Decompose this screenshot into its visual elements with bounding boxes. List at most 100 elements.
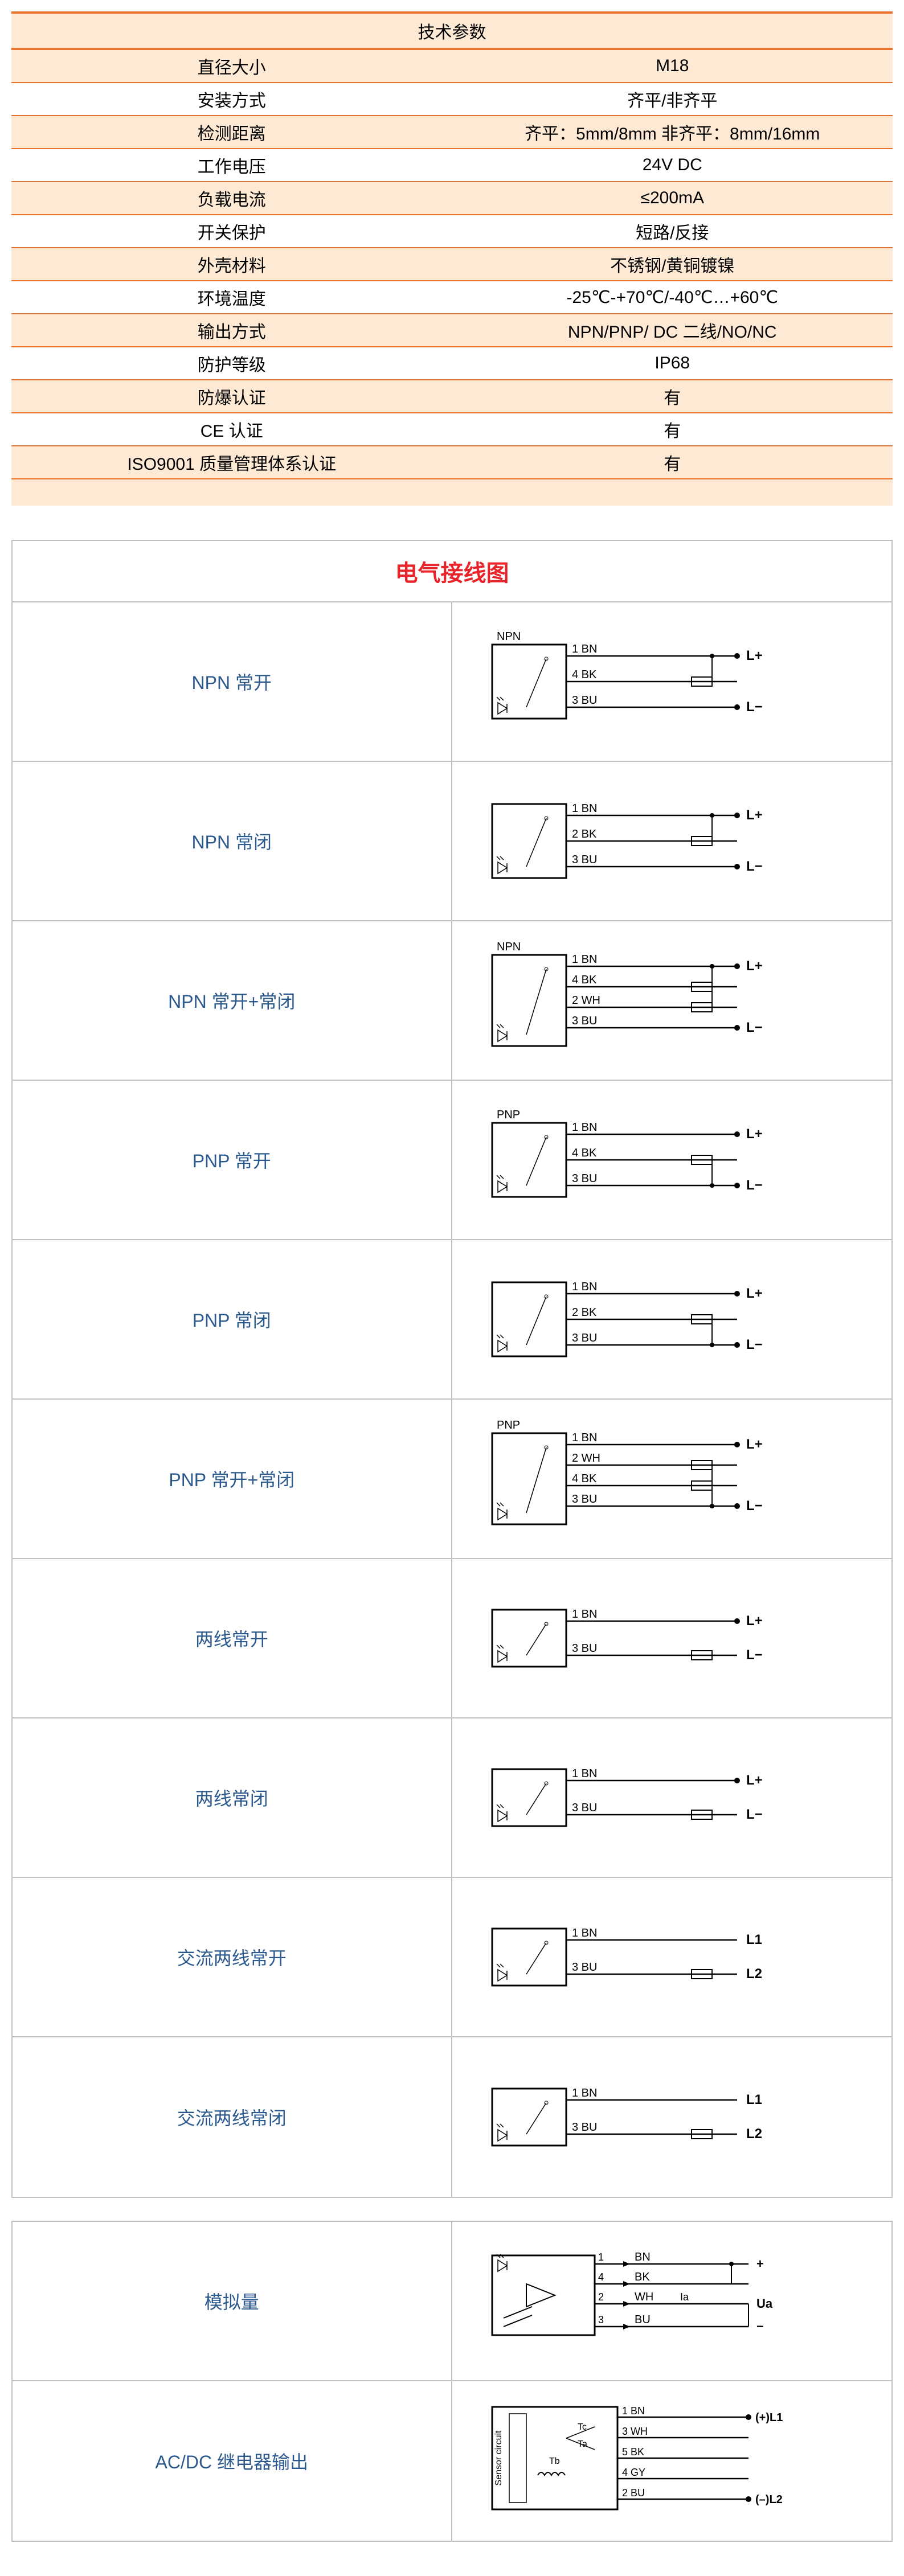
svg-text:3 BU: 3 BU xyxy=(572,1015,597,1027)
svg-text:3 BU: 3 BU xyxy=(572,2121,597,2134)
wiring-row: PNP 常开+常闭PNP 1 BNL+2 WH4 BK3 BUL− xyxy=(13,1400,891,1559)
spec-value: M18 xyxy=(452,49,893,83)
svg-text:(–)L2: (–)L2 xyxy=(755,2493,783,2506)
spec-label: ISO9001 质量管理体系认证 xyxy=(11,446,452,479)
spec-label: 安装方式 xyxy=(11,83,452,116)
spec-label: 直径大小 xyxy=(11,49,452,83)
svg-text:L−: L− xyxy=(746,1807,763,1822)
wiring-label: 模拟量 xyxy=(13,2222,452,2380)
spec-row: 开关保护短路/反接 xyxy=(11,215,893,248)
spec-label: CE 认证 xyxy=(11,413,452,446)
svg-text:Ta: Ta xyxy=(578,2439,587,2449)
spec-label: 开关保护 xyxy=(11,215,452,248)
svg-text:L−: L− xyxy=(746,699,763,715)
wiring-title: 电气接线图 xyxy=(13,541,891,602)
svg-text:2 BK: 2 BK xyxy=(572,1306,597,1319)
svg-text:1 BN: 1 BN xyxy=(572,1767,597,1780)
spec-value: 24V DC xyxy=(452,149,893,182)
wiring-label: 交流两线常闭 xyxy=(13,2037,452,2197)
wiring-label: PNP 常开 xyxy=(13,1081,452,1239)
wiring-diagram: 1 BNL13 BUL2 xyxy=(452,1878,892,2036)
wiring-diagram: 1 BNL+3 BUL− xyxy=(452,1559,892,1717)
svg-text:L−: L− xyxy=(746,1178,763,1193)
spec-label: 环境温度 xyxy=(11,281,452,314)
svg-text:L2: L2 xyxy=(746,1966,762,1982)
svg-text:L−: L− xyxy=(746,1337,763,1352)
wiring-row: NPN 常开 NPN 1 BNL+4 BK3 BUL− xyxy=(13,602,891,762)
svg-text:3 BU: 3 BU xyxy=(572,1332,597,1344)
wiring-diagram: PNP 1 BNL+2 WH4 BK3 BUL− xyxy=(452,1400,892,1558)
wiring-label: NPN 常开+常闭 xyxy=(13,921,452,1080)
svg-text:1 BN: 1 BN xyxy=(572,802,597,815)
wiring-diagram: 1 BNL+3 BUL− xyxy=(452,1718,892,1877)
svg-text:5 BK: 5 BK xyxy=(622,2446,644,2458)
spec-row: 安装方式齐平/非齐平 xyxy=(11,83,893,116)
spec-label: 输出方式 xyxy=(11,314,452,347)
wiring-label: PNP 常开+常闭 xyxy=(13,1400,452,1558)
svg-text:3: 3 xyxy=(598,2314,604,2325)
wiring-svg: 1 BNL+2 BK3 BUL− xyxy=(486,1265,783,1373)
svg-text:3 BU: 3 BU xyxy=(572,1493,597,1506)
spec-row: 防护等级IP68 xyxy=(11,347,893,380)
svg-text:3 BU: 3 BU xyxy=(572,1802,597,1814)
spec-row: CE 认证有 xyxy=(11,413,893,446)
spec-row: 环境温度-25℃-+70℃/-40℃…+60℃ xyxy=(11,281,893,314)
wiring-diagram: NPN 1 BNL+4 BK3 BUL− xyxy=(452,602,892,761)
svg-text:2: 2 xyxy=(598,2291,604,2303)
spec-value: 不锈钢/黄铜镀镍 xyxy=(452,248,893,281)
svg-text:4 BK: 4 BK xyxy=(572,974,597,986)
svg-text:L+: L+ xyxy=(746,1126,763,1142)
svg-text:4 BK: 4 BK xyxy=(572,1147,597,1159)
wiring-diagram: NPN 1 BNL+4 BK2 WH3 BUL− xyxy=(452,921,892,1080)
svg-text:3 BU: 3 BU xyxy=(572,1172,597,1185)
wiring-label: NPN 常闭 xyxy=(13,762,452,920)
wiring-svg: NPN 1 BNL+4 BK2 WH3 BUL− xyxy=(486,938,783,1063)
wiring-svg: Sensor circuitTcTaTb1 BN(+)L13 WH5 BK4 G… xyxy=(486,2395,817,2526)
spec-value: NPN/PNP/ DC 二线/NO/NC xyxy=(452,314,893,347)
svg-text:(+)L1: (+)L1 xyxy=(755,2411,783,2424)
spec-value: -25℃-+70℃/-40℃…+60℃ xyxy=(452,281,893,314)
wiring-diagram: 1 BNL+2 BK3 BUL− xyxy=(452,762,892,920)
svg-text:3 WH: 3 WH xyxy=(622,2426,648,2437)
svg-text:4: 4 xyxy=(598,2271,604,2283)
wiring-row: AC/DC 继电器输出Sensor circuitTcTaTb1 BN(+)L1… xyxy=(13,2381,891,2541)
svg-text:4 GY: 4 GY xyxy=(622,2467,645,2478)
svg-text:Sensor circuit: Sensor circuit xyxy=(494,2430,504,2485)
wiring-row: 交流两线常开 1 BNL13 BUL2 xyxy=(13,1878,891,2037)
svg-text:L+: L+ xyxy=(746,1613,763,1629)
svg-text:2 WH: 2 WH xyxy=(572,1452,600,1465)
spec-row: 输出方式NPN/PNP/ DC 二线/NO/NC xyxy=(11,314,893,347)
svg-text:2 BK: 2 BK xyxy=(572,828,597,840)
wiring-row: PNP 常开PNP 1 BNL+4 BK3 BUL− xyxy=(13,1081,891,1240)
svg-text:1 BN: 1 BN xyxy=(572,1927,597,1939)
wiring-label: NPN 常开 xyxy=(13,602,452,761)
svg-text:4 BK: 4 BK xyxy=(572,668,597,681)
svg-text:1 BN: 1 BN xyxy=(572,1608,597,1621)
svg-text:+: + xyxy=(756,2257,764,2271)
wiring-svg: 1 BNL+2 BK3 BUL− xyxy=(486,787,783,895)
spec-value: 有 xyxy=(452,380,893,413)
svg-text:2 BU: 2 BU xyxy=(622,2487,645,2499)
wiring-row: 交流两线常闭 1 BNL13 BUL2 xyxy=(13,2037,891,2197)
svg-text:L+: L+ xyxy=(746,958,763,974)
wiring-svg: NPN 1 BNL+4 BK3 BUL− xyxy=(486,627,783,736)
wiring-diagram: PNP 1 BNL+4 BK3 BUL− xyxy=(452,1081,892,1239)
svg-text:−: − xyxy=(756,2319,764,2333)
svg-text:L−: L− xyxy=(746,1020,763,1035)
svg-text:1 BN: 1 BN xyxy=(572,1281,597,1293)
svg-text:WH: WH xyxy=(635,2291,653,2303)
wiring-row: 两线常开 1 BNL+3 BUL− xyxy=(13,1559,891,1718)
spec-row: 检测距离齐平：5mm/8mm 非齐平：8mm/16mm xyxy=(11,116,893,149)
svg-text:1 BN: 1 BN xyxy=(572,643,597,655)
spec-row: ISO9001 质量管理体系认证有 xyxy=(11,446,893,479)
svg-text:Tb: Tb xyxy=(549,2456,560,2466)
svg-text:PNP: PNP xyxy=(497,1109,520,1121)
svg-text:L−: L− xyxy=(746,1498,763,1513)
svg-text:4 BK: 4 BK xyxy=(572,1472,597,1485)
spec-value: ≤200mA xyxy=(452,182,893,215)
svg-text:1 BN: 1 BN xyxy=(572,2087,597,2099)
svg-text:L−: L− xyxy=(746,859,763,874)
svg-text:Ia: Ia xyxy=(680,2291,689,2303)
wiring-svg: 1 BNL13 BUL2 xyxy=(486,2072,783,2163)
spec-value: IP68 xyxy=(452,347,893,380)
